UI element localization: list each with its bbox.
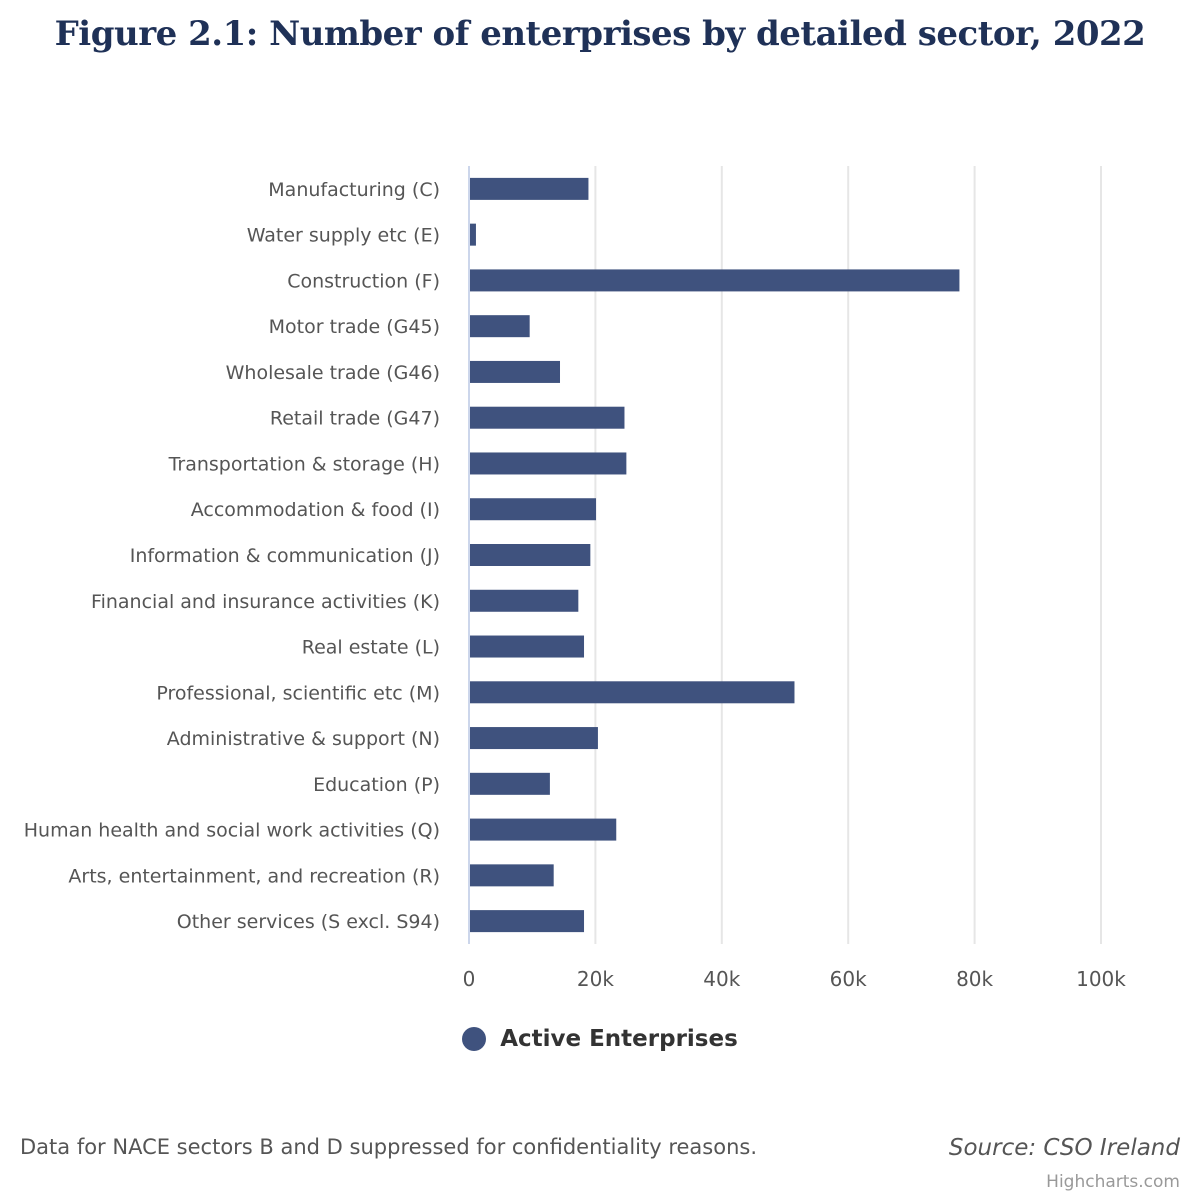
bar[interactable] bbox=[470, 818, 617, 841]
x-tick-label: 60k bbox=[830, 967, 867, 991]
bar[interactable] bbox=[470, 452, 627, 475]
category-label: Accommodation & food (I) bbox=[191, 499, 440, 521]
category-label: Information & communication (J) bbox=[130, 545, 440, 567]
highcharts-credit[interactable]: Highcharts.com bbox=[1046, 1172, 1180, 1192]
bar[interactable] bbox=[470, 498, 597, 521]
category-label: Other services (S excl. S94) bbox=[177, 911, 440, 933]
chart-title: Figure 2.1: Number of enterprises by det… bbox=[54, 14, 1146, 54]
category-label: Financial and insurance activities (K) bbox=[91, 591, 440, 613]
bar[interactable] bbox=[470, 177, 589, 200]
bar[interactable] bbox=[470, 772, 550, 795]
bar[interactable] bbox=[470, 315, 530, 338]
category-labels: Manufacturing (C) Water supply etc (E) Con… bbox=[24, 179, 440, 933]
x-tick-label: 20k bbox=[577, 967, 614, 991]
gridlines bbox=[468, 166, 1102, 944]
category-label: Real estate (L) bbox=[302, 637, 440, 659]
category-label: Human health and social work activities … bbox=[24, 820, 440, 842]
bar[interactable] bbox=[470, 269, 960, 292]
category-label: Transportation & storage (H) bbox=[168, 453, 440, 475]
category-label: Motor trade (G45) bbox=[269, 316, 440, 338]
source-credit: Source: CSO Ireland bbox=[948, 1135, 1180, 1161]
bar[interactable] bbox=[470, 910, 585, 933]
legend-label[interactable]: Active Enterprises bbox=[500, 1026, 738, 1052]
bar[interactable] bbox=[470, 864, 554, 887]
footnote: Data for NACE sectors B and D suppressed… bbox=[20, 1135, 757, 1159]
bar[interactable] bbox=[470, 223, 476, 246]
category-label: Education (P) bbox=[313, 774, 440, 796]
tick-labels: 0 20k 40k 60k 80k 100k bbox=[463, 967, 1127, 991]
legend[interactable]: Active Enterprises bbox=[0, 1026, 1200, 1052]
bar[interactable] bbox=[470, 360, 561, 383]
x-tick-label: 40k bbox=[703, 967, 740, 991]
legend-marker bbox=[462, 1027, 487, 1051]
bar[interactable] bbox=[470, 544, 591, 566]
category-label: Professional, scientific etc (M) bbox=[156, 682, 440, 704]
category-label: Water supply etc (E) bbox=[247, 225, 440, 247]
x-tick-label: 100k bbox=[1076, 967, 1126, 991]
category-label: Manufacturing (C) bbox=[268, 179, 440, 201]
bar-chart: Manufacturing (C) Water supply etc (E) Con… bbox=[24, 166, 1127, 991]
category-label: Retail trade (G47) bbox=[270, 408, 440, 430]
bar[interactable] bbox=[470, 681, 795, 704]
category-label: Wholesale trade (G46) bbox=[226, 362, 440, 384]
x-tick-label: 0 bbox=[463, 967, 476, 991]
category-label: Administrative & support (N) bbox=[167, 728, 440, 750]
bar[interactable] bbox=[470, 589, 579, 612]
category-label: Arts, entertainment, and recreation (R) bbox=[68, 865, 440, 887]
bar[interactable] bbox=[470, 406, 625, 429]
bars bbox=[470, 177, 960, 933]
bar[interactable] bbox=[470, 727, 598, 750]
bar[interactable] bbox=[470, 635, 585, 658]
x-tick-label: 80k bbox=[956, 967, 993, 991]
category-label: Construction (F) bbox=[287, 270, 440, 292]
